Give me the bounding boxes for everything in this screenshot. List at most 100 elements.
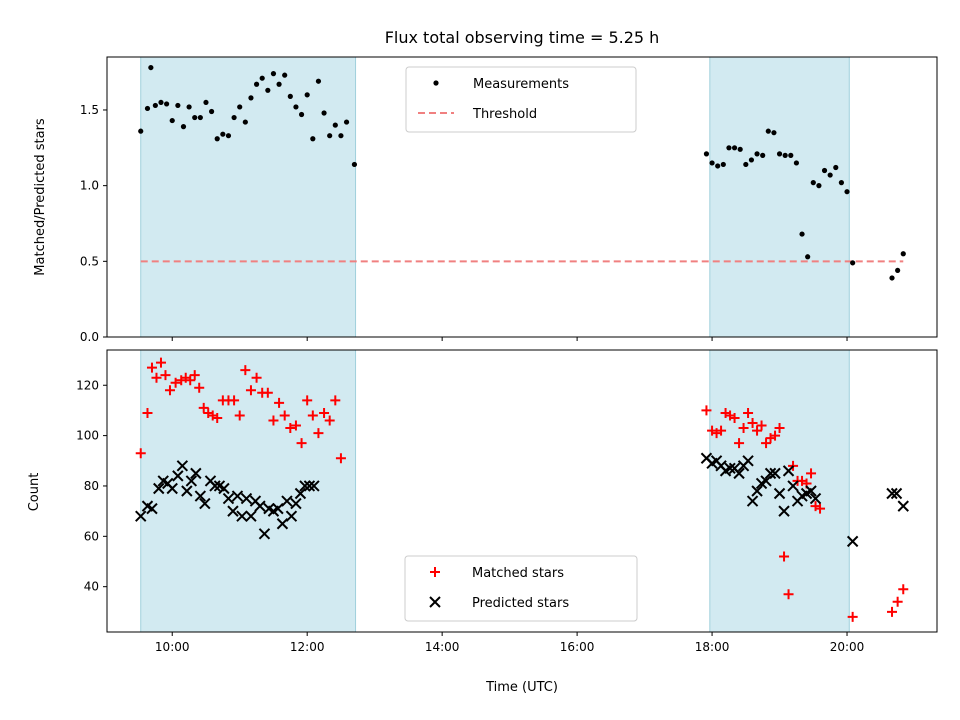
point-1-1-51 [760,475,772,487]
point-1-0-6 [164,385,175,396]
axes-layer: 0.0 0.5 1.0 1.5 40 60 80 100 120 10:00 12:00 14:00 1… [76,56,938,654]
point-1-1-30 [276,518,289,530]
point-1-1-19 [227,505,239,517]
point-0-0-67 [895,267,901,274]
point-1-0-1 [142,407,153,418]
point-1-0-25 [262,387,273,398]
point-1-0-10 [185,375,196,386]
point-1-1-0 [135,510,147,522]
point-1-0-37 [330,395,341,406]
point-1-0-23 [251,372,262,383]
point-1-1-21 [236,510,248,522]
legend-layer: Measurements Threshold Matched stars Predic… [404,66,638,622]
shade-layer [140,56,850,633]
point-0-0-68 [900,251,906,257]
point-0-0-49 [760,152,766,158]
point-1-1-55 [778,505,790,517]
point-1-0-35 [319,407,330,418]
point-0-0-55 [793,160,800,166]
point-0-0-19 [242,119,248,125]
point-1-0-56 [779,551,790,562]
point-1-1-13 [199,497,211,510]
y-tick-label-1-2: 80 [84,479,99,493]
point-1-0-48 [743,407,754,418]
point-0-0-12 [203,99,209,106]
series-1-0 [135,357,909,622]
axes-frame-0 [106,56,938,338]
point-0-0-61 [827,172,833,178]
point-1-1-52 [764,467,777,480]
point-0-0-2 [148,64,154,71]
y-axis-label-top: Matched/Predicted stars [33,118,48,276]
point-1-1-20 [231,490,244,502]
point-0-0-59 [816,183,822,189]
point-0-0-60 [821,167,828,174]
point-1-0-38 [335,453,346,464]
point-0-0-29 [298,111,305,118]
point-0-0-34 [327,133,333,139]
point-0-0-48 [754,151,760,157]
point-1-1-56 [782,465,795,477]
observing-interval-1-1 [709,350,850,632]
point-1-0-31 [296,438,307,449]
legend-box-1 [404,555,638,622]
point-1-0-34 [313,428,324,439]
point-0-0-0 [138,128,144,134]
point-1-0-28 [279,410,290,421]
point-0-0-32 [315,78,322,84]
point-1-1-57 [787,480,799,492]
observing-interval-1-0 [140,350,356,632]
point-1-0-66 [887,606,898,617]
point-0-0-18 [237,104,243,110]
point-0-0-38 [351,161,358,168]
point-0-0-13 [208,108,215,115]
point-1-1-32 [285,510,298,522]
legend-label-1-1: Predicted stars [472,596,569,611]
point-1-0-50 [752,425,763,436]
point-1-0-30 [290,420,301,431]
point-1-1-31 [281,495,293,507]
point-1-1-8 [176,460,189,472]
point-1-0-11 [189,370,200,381]
point-1-0-64 [815,503,826,514]
point-0-0-4 [158,99,164,106]
point-0-0-52 [776,151,783,157]
point-1-1-25 [254,500,266,512]
point-1-1-34 [294,487,307,500]
axes-frame-1 [106,349,938,633]
point-1-0-4 [155,357,166,368]
point-0-0-9 [186,104,192,110]
point-0-0-47 [748,157,755,163]
point-1-0-20 [234,410,245,421]
point-0-0-14 [214,136,220,142]
point-1-1-62 [809,492,822,505]
legend-label-0-1: Threshold [472,107,537,122]
y-tick-label-1-4: 120 [76,378,99,392]
legend-label-0-0: Measurements [473,77,569,92]
point-1-1-6 [166,482,178,495]
point-0-0-37 [343,119,350,125]
point-1-0-13 [198,402,209,413]
legend-label-1-0: Matched stars [472,566,564,581]
x-tick-label-5: 20:00 [830,640,865,654]
point-0-0-31 [310,136,316,142]
point-1-1-7 [172,470,184,482]
y-tick-label-0-3: 1.5 [80,103,99,117]
point-0-0-26 [282,72,288,78]
point-0-0-24 [270,71,277,77]
point-0-0-11 [197,114,203,121]
point-0-0-40 [709,160,715,166]
x-tick-label-2: 14:00 [425,640,460,654]
point-1-1-48 [746,495,759,507]
point-1-1-12 [194,490,207,502]
y-tick-label-0-2: 1.0 [80,179,99,193]
point-0-0-63 [838,180,845,186]
point-1-0-3 [151,372,162,383]
point-0-0-10 [192,114,198,121]
observing-interval-0-1 [709,57,850,337]
point-1-1-33 [290,497,302,510]
point-1-1-11 [190,467,202,480]
point-1-1-23 [245,510,257,522]
point-0-0-57 [805,254,811,260]
